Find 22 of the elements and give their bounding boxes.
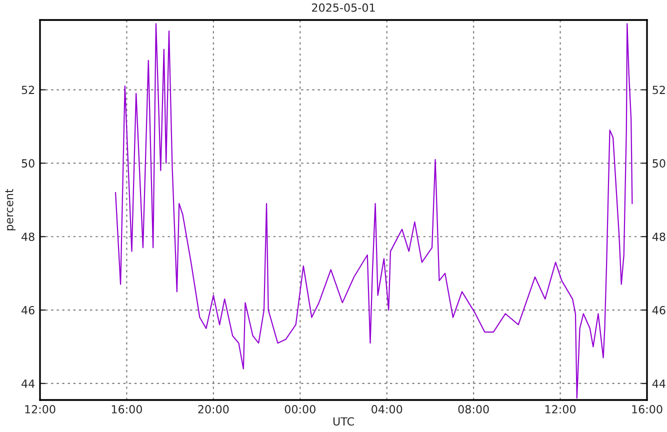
y-tick-label: 46	[22, 306, 34, 314]
x-tick-label: 12:00	[25, 405, 56, 414]
x-tick-label: 16:00	[632, 405, 662, 414]
y2-tick-label: 50	[652, 159, 666, 168]
y2-tick-label: 44	[652, 380, 666, 388]
x-tick-label: 00:00	[284, 405, 316, 414]
y-axis-title: percent	[5, 188, 16, 230]
x-tick-label: 20:00	[198, 405, 229, 414]
y2-tick-label: 46	[652, 306, 666, 314]
line-series	[114, 23, 633, 399]
x-tick-label: 04:00	[372, 405, 402, 414]
y2-tick-label: 52	[652, 86, 665, 94]
x-tick-label: 08:00	[458, 405, 489, 414]
y-tick-label: 50	[22, 159, 34, 168]
x-tick-label: 16:00	[112, 405, 142, 414]
y-tick-label: 44	[22, 380, 35, 388]
x-tick-label: 12:00	[545, 405, 576, 414]
chart-title: 2025-05-01	[312, 3, 375, 12]
y-tick-label: 52	[22, 86, 34, 94]
y-tick-label: 48	[22, 232, 34, 241]
x-axis-title: UTC	[333, 417, 354, 426]
y2-tick-label: 48	[652, 232, 666, 241]
